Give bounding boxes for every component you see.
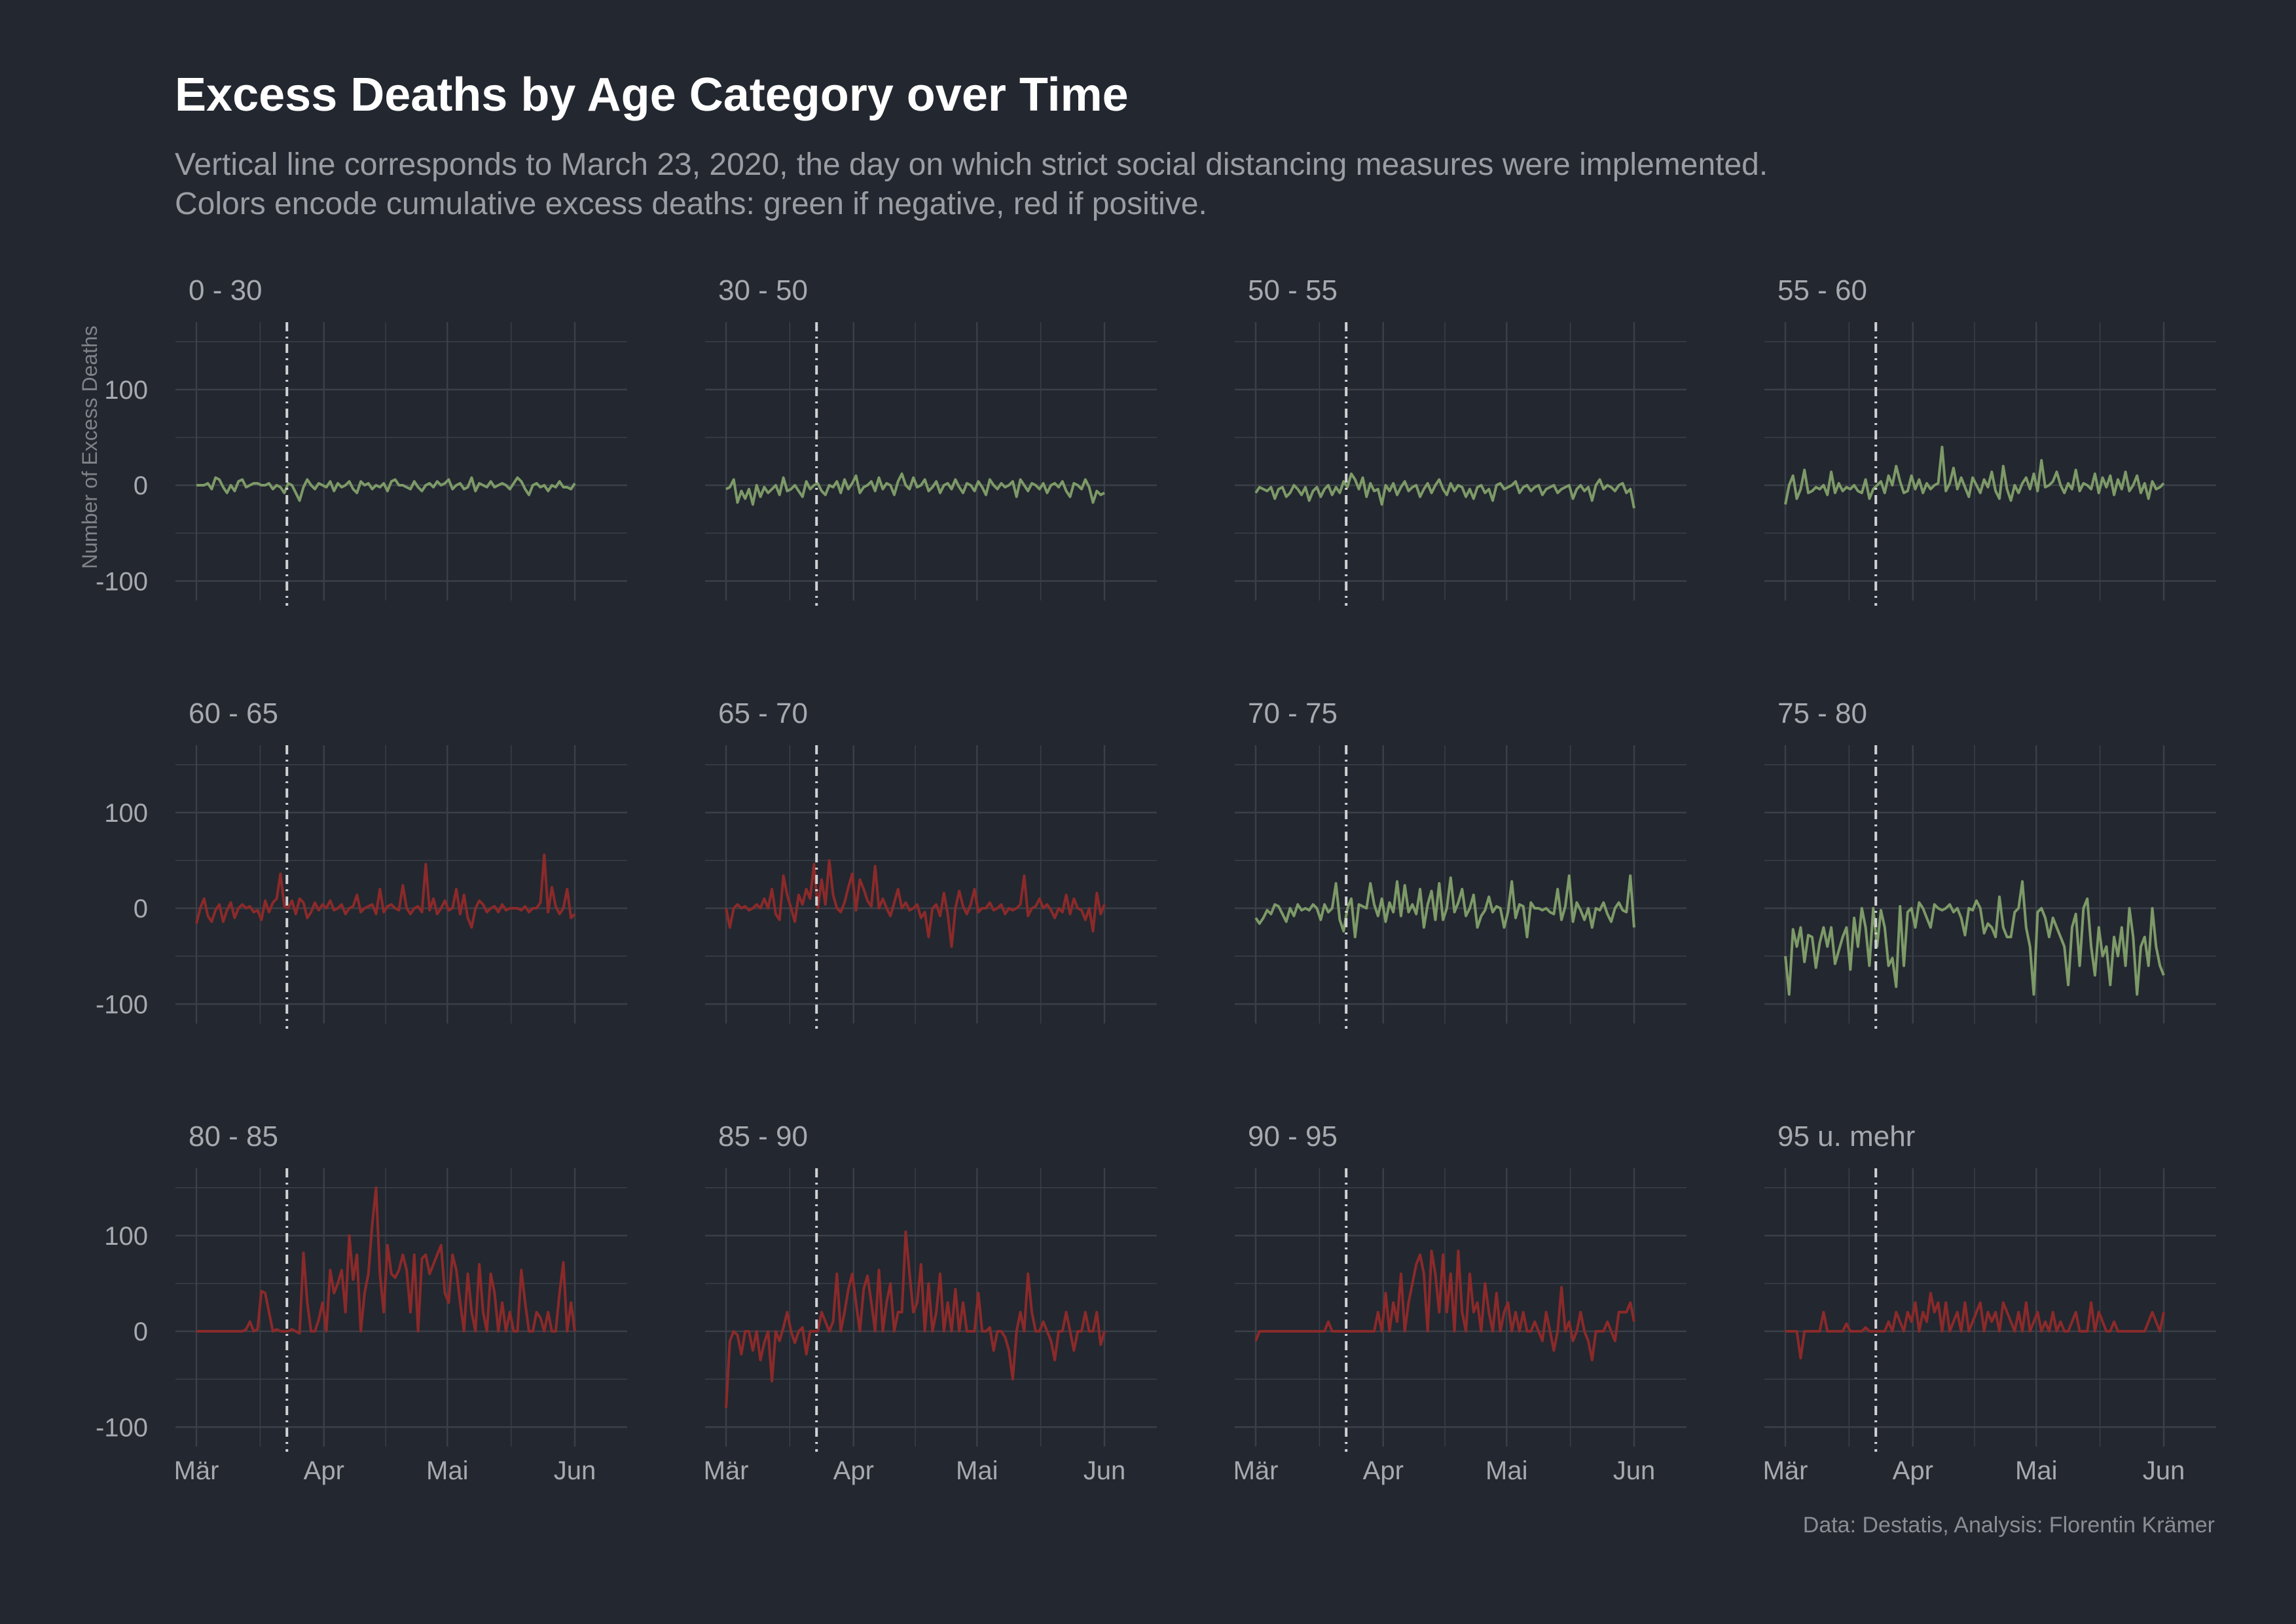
- x-tick-label: Jun: [554, 1456, 596, 1485]
- x-tick-label: Apr: [1893, 1456, 1933, 1485]
- panel-title: 70 - 75: [1248, 697, 1338, 729]
- panel: 65 - 70: [705, 697, 1157, 1029]
- x-tick-label: Mai: [956, 1456, 998, 1485]
- x-tick-label: Apr: [1363, 1456, 1404, 1485]
- y-tick-label: 0: [134, 895, 148, 923]
- panel: 90 - 95 Mär Apr Mai Jun: [1233, 1120, 1686, 1485]
- x-tick-label: Apr: [304, 1456, 344, 1485]
- x-tick-label: Mai: [1485, 1456, 1527, 1485]
- panel-title: 30 - 50: [718, 274, 808, 306]
- x-tick-label: Jun: [1613, 1456, 1656, 1485]
- series-line: [1784, 445, 2165, 505]
- series-line: [1254, 874, 1635, 938]
- y-tick-label: 100: [104, 799, 148, 828]
- series-line: [1785, 1291, 2165, 1359]
- y-tick-label: 0: [134, 1318, 148, 1346]
- panel-title: 85 - 90: [718, 1120, 808, 1153]
- chart-title: Excess Deaths by Age Category over Time: [175, 69, 1129, 121]
- panel: 0 - 30 100 0 -100: [96, 274, 627, 606]
- panel: 70 - 75: [1235, 697, 1686, 1029]
- panel: 50 - 55: [1235, 274, 1686, 606]
- panel: 60 - 65 100 0 -100: [96, 697, 627, 1029]
- x-tick-label: Mär: [174, 1456, 219, 1485]
- panel-title: 90 - 95: [1248, 1120, 1338, 1153]
- series-line: [1254, 472, 1635, 509]
- panel: 30 - 50: [705, 274, 1157, 606]
- series-line: [725, 472, 1105, 506]
- panel-title: 80 - 85: [189, 1120, 278, 1153]
- panel-title: 50 - 55: [1248, 274, 1338, 306]
- panel-title: 60 - 65: [189, 697, 278, 729]
- series-line: [195, 853, 576, 929]
- series-line: [1254, 1249, 1635, 1361]
- y-tick-label: 0: [134, 471, 148, 500]
- panel: 75 - 80: [1764, 697, 2216, 1029]
- panel: 95 u. mehr Mär Apr Mai Jun: [1763, 1120, 2216, 1485]
- panel: 85 - 90 Mär Apr Mai Jun: [704, 1120, 1157, 1485]
- x-tick-label: Mär: [704, 1456, 749, 1485]
- x-tick-label: Mai: [2015, 1456, 2057, 1485]
- y-tick-label: -100: [96, 990, 148, 1019]
- panel: 80 - 85 100 0 -100 Mär Apr Mai Jun: [96, 1120, 627, 1485]
- x-tick-label: Apr: [833, 1456, 874, 1485]
- series-line: [1784, 880, 2165, 996]
- series-line: [196, 476, 576, 502]
- series-line: [725, 859, 1106, 948]
- y-tick-label: -100: [96, 567, 148, 596]
- panel-title: 55 - 60: [1777, 274, 1867, 306]
- y-tick-label: -100: [96, 1413, 148, 1442]
- chart-caption: Data: Destatis, Analysis: Florentin Kräm…: [1802, 1513, 2215, 1538]
- subtitle-line-1: Vertical line corresponds to March 23, 2…: [175, 147, 1768, 182]
- x-tick-label: Mär: [1233, 1456, 1279, 1485]
- x-tick-label: Mai: [426, 1456, 468, 1485]
- x-tick-label: Jun: [1084, 1456, 1126, 1485]
- x-tick-label: Jun: [2143, 1456, 2185, 1485]
- subtitle-line-2: Colors encode cumulative excess deaths: …: [175, 187, 1207, 221]
- y-tick-label: 100: [104, 376, 148, 405]
- panel-title: 95 u. mehr: [1777, 1120, 1915, 1153]
- y-tick-label: 100: [104, 1222, 148, 1251]
- chart-subtitle: Vertical line corresponds to March 23, 2…: [175, 145, 1768, 224]
- panel: 55 - 60: [1764, 274, 2216, 606]
- panel-title: 0 - 30: [189, 274, 263, 306]
- series-line: [725, 1230, 1106, 1409]
- y-axis-title: Number of Excess Deaths: [78, 325, 101, 569]
- panel-title: 65 - 70: [718, 697, 808, 729]
- series-line: [196, 1186, 576, 1335]
- x-tick-label: Mär: [1763, 1456, 1808, 1485]
- panel-title: 75 - 80: [1777, 697, 1867, 729]
